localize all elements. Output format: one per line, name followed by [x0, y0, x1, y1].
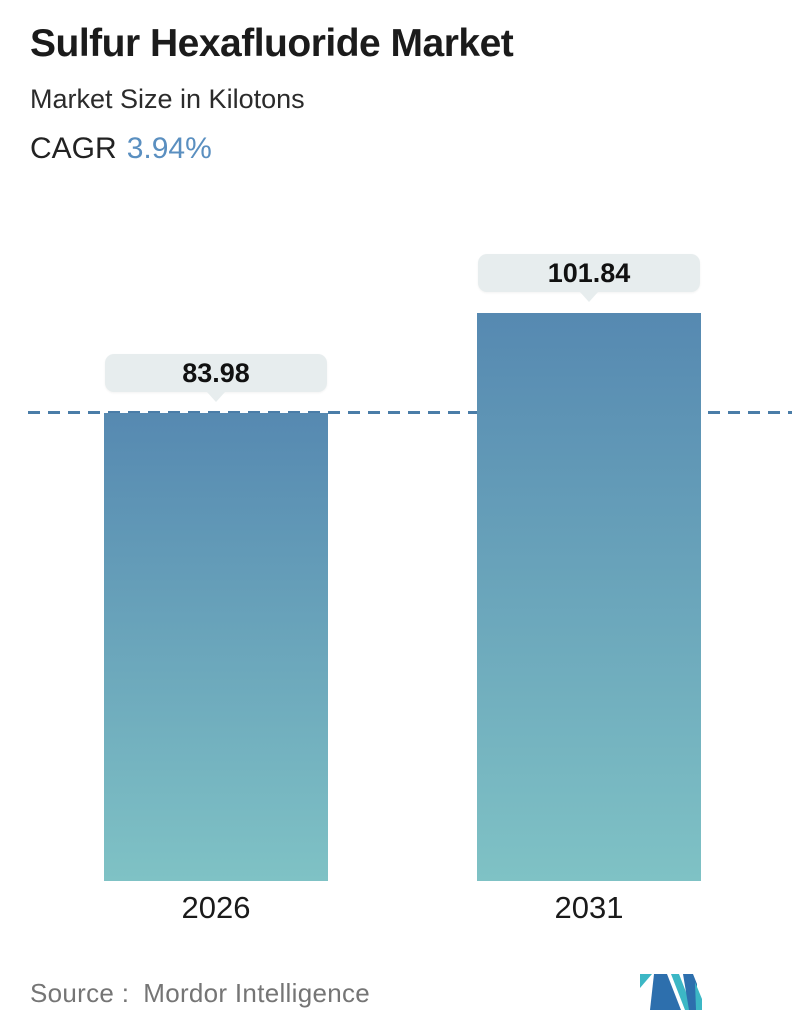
bubble-pointer-icon — [207, 392, 225, 402]
value-label-2031: 101.84 — [478, 254, 700, 302]
bar-2031 — [477, 313, 701, 881]
source-label: Source : — [30, 978, 130, 1008]
value-label-text: 83.98 — [182, 357, 250, 388]
value-label-text: 101.84 — [547, 257, 631, 288]
cagr-value: 3.94% — [126, 132, 212, 165]
reference-dashed-line — [28, 411, 792, 414]
mordor-intelligence-logo — [640, 974, 702, 1010]
source-value: Mordor Intelligence — [143, 978, 371, 1008]
bubble-pointer-icon — [580, 292, 598, 302]
value-label-2026: 83.98 — [105, 354, 327, 402]
cagr-row: CAGR 3.94% — [30, 132, 212, 166]
source-attribution: Source : Mordor Intelligence — [30, 978, 370, 1009]
chart-subtitle: Market Size in Kilotons — [30, 84, 305, 114]
page-title: Sulfur Hexafluoride Market — [30, 22, 514, 65]
x-axis-label-2026: 2026 — [181, 890, 251, 925]
x-axis-label-2031: 2031 — [554, 890, 624, 925]
bar-2026 — [104, 413, 328, 881]
cagr-label: CAGR — [30, 132, 117, 165]
